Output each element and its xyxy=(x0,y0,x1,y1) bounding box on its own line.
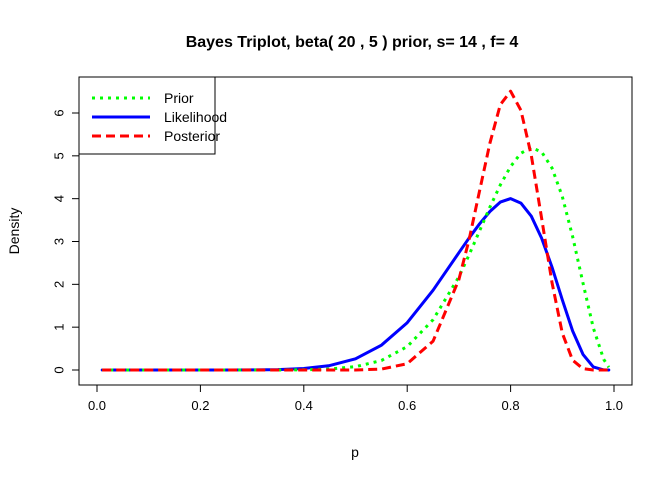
series-line-prior xyxy=(102,146,611,372)
y-tick-label: 2 xyxy=(51,281,66,288)
legend: Prior Likelihood Posterior xyxy=(78,76,227,155)
y-axis: 0 1 2 3 4 5 6 xyxy=(51,109,80,374)
y-tick-label: 3 xyxy=(51,238,66,245)
y-tick-label: 0 xyxy=(51,366,66,373)
legend-label-prior: Prior xyxy=(164,90,194,106)
legend-label-likelihood: Likelihood xyxy=(164,109,227,125)
y-tick-label: 1 xyxy=(51,324,66,331)
x-tick-label: 0.8 xyxy=(502,398,520,413)
chart-title: Bayes Triplot, beta( 20 , 5 ) prior, s= … xyxy=(186,34,519,51)
series-line-posterior xyxy=(102,89,609,372)
y-axis-label: Density xyxy=(6,208,22,255)
y-tick-label: 6 xyxy=(51,109,66,116)
series-line-likelihood xyxy=(100,197,611,372)
y-tick-label: 4 xyxy=(51,195,66,202)
x-axis-label: p xyxy=(351,444,359,460)
x-tick-label: 0.0 xyxy=(88,398,106,413)
x-tick-label: 1.0 xyxy=(605,398,623,413)
x-tick-label: 0.6 xyxy=(398,398,416,413)
series-lines xyxy=(100,89,611,372)
legend-label-posterior: Posterior xyxy=(164,128,220,144)
y-tick-label: 5 xyxy=(51,152,66,159)
x-tick-label: 0.2 xyxy=(191,398,209,413)
plot-area xyxy=(100,89,611,372)
x-axis: 0.0 0.2 0.4 0.6 0.8 1.0 xyxy=(88,384,623,413)
x-tick-label: 0.4 xyxy=(295,398,313,413)
